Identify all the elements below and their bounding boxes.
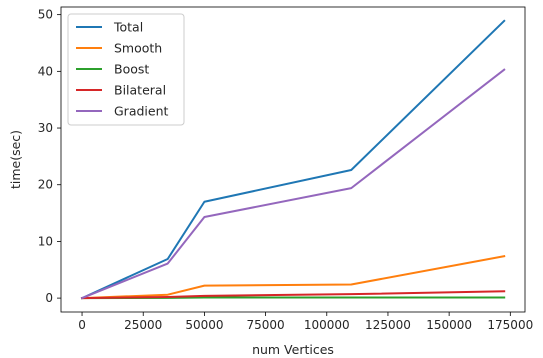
- legend-label-total: Total: [113, 20, 143, 35]
- series-lines: [80, 19, 506, 300]
- x-axis-label: num Vertices: [252, 342, 334, 357]
- legend: Total Smooth Boost Bilateral Gradient: [67, 13, 185, 126]
- legend-label-bilateral: Bilateral: [114, 83, 166, 98]
- legend-label-smooth: Smooth: [114, 41, 162, 56]
- legend-label-gradient: Gradient: [114, 104, 169, 119]
- series-line-total: [80, 19, 506, 300]
- x-axis: 0 25000 50000 75000 100000 125000 150000 175000: [78, 312, 533, 332]
- legend-label-boost: Boost: [114, 62, 149, 77]
- x-tick-label: 75000: [246, 318, 284, 332]
- x-tick-label: 25000: [124, 318, 162, 332]
- y-tick-label: 30: [38, 121, 53, 135]
- x-tick-label: 150000: [426, 318, 472, 332]
- y-tick-label: 50: [38, 8, 53, 22]
- x-tick-label: 100000: [304, 318, 350, 332]
- x-tick-label: 50000: [185, 318, 223, 332]
- plot-frame: [60, 6, 526, 313]
- y-tick-label: 20: [38, 178, 53, 192]
- series-line-bilateral: [81, 290, 506, 300]
- y-tick-label: 40: [38, 64, 53, 78]
- x-tick-label: 125000: [365, 318, 411, 332]
- legend-box: [67, 13, 185, 126]
- series-line-gradient: [80, 68, 506, 300]
- series-line-smooth: [81, 254, 506, 300]
- y-tick-label: 0: [45, 291, 53, 305]
- y-axis-label: time(sec): [8, 130, 23, 189]
- y-tick-label: 10: [38, 234, 53, 248]
- x-tick-label: 175000: [487, 318, 533, 332]
- y-axis: 0 10 20 30 40 50: [38, 8, 61, 305]
- x-tick-label: 0: [78, 318, 86, 332]
